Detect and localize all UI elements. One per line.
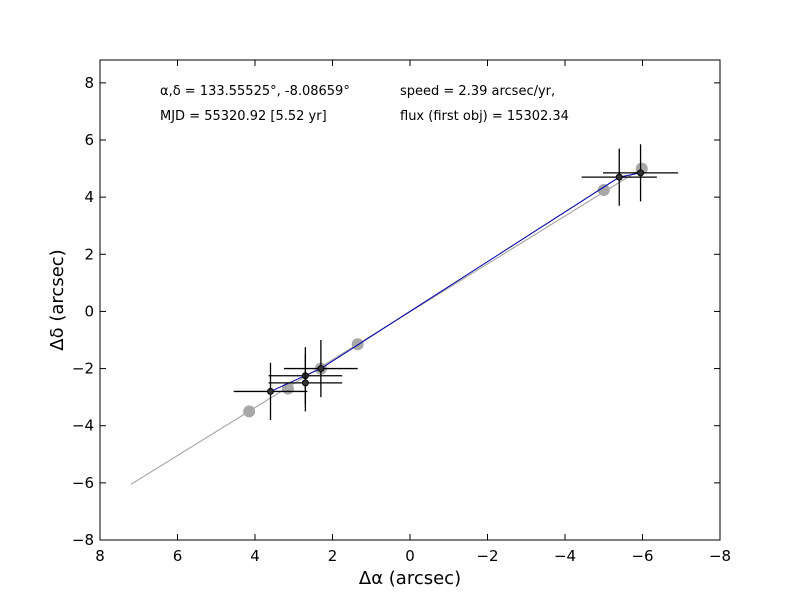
- observed-point: [317, 365, 325, 373]
- observed-point: [301, 379, 309, 387]
- x-tick-label: 8: [95, 547, 105, 565]
- annotation-speed: speed = 2.39 arcsec/yr,: [400, 84, 555, 99]
- model-point: [351, 338, 364, 351]
- observed-point: [615, 173, 623, 181]
- x-tick-label: 4: [250, 547, 260, 565]
- plot-marks: [130, 144, 679, 485]
- model-point: [243, 405, 256, 418]
- x-tick-label: 2: [328, 547, 338, 565]
- y-tick-label: 0: [84, 302, 94, 320]
- x-tick-label: 0: [405, 547, 415, 565]
- y-tick-label: −2: [72, 360, 94, 378]
- y-axis-label: Δδ (arcsec): [47, 249, 68, 350]
- x-axis-label: Δα (arcsec): [359, 568, 461, 589]
- x-tick-label: −6: [631, 547, 653, 565]
- y-tick-label: −6: [72, 474, 94, 492]
- model-point: [597, 184, 610, 196]
- model-point: [281, 382, 294, 395]
- x-tick-label: 6: [173, 547, 183, 565]
- annotation-coordinates: α,δ = 133.55525°, -8.08659°: [160, 84, 350, 99]
- plot-frame: [99, 59, 721, 541]
- annotation-flux: flux (first obj) = 15302.34: [400, 109, 569, 124]
- y-tick-label: 4: [84, 188, 94, 206]
- annotation-mjd: MJD = 55320.92 [5.52 yr]: [160, 109, 327, 124]
- y-tick-label: −4: [72, 417, 94, 435]
- y-tick-label: 6: [84, 131, 94, 149]
- y-tick-label: −8: [72, 531, 94, 549]
- x-tick-label: −8: [709, 547, 731, 565]
- axis-ticks: 8 6 4 2 0 −2 −4 −6 −8 −8 −6 −4 −2 0 2 4 6 8: [72, 60, 731, 565]
- observed-point: [267, 387, 274, 395]
- y-tick-label: 8: [84, 74, 94, 92]
- fit-line: [270, 172, 641, 392]
- observed-point: [637, 169, 645, 177]
- x-tick-label: −4: [554, 547, 576, 565]
- x-tick-label: −2: [476, 547, 498, 565]
- y-tick-label: 2: [84, 245, 94, 263]
